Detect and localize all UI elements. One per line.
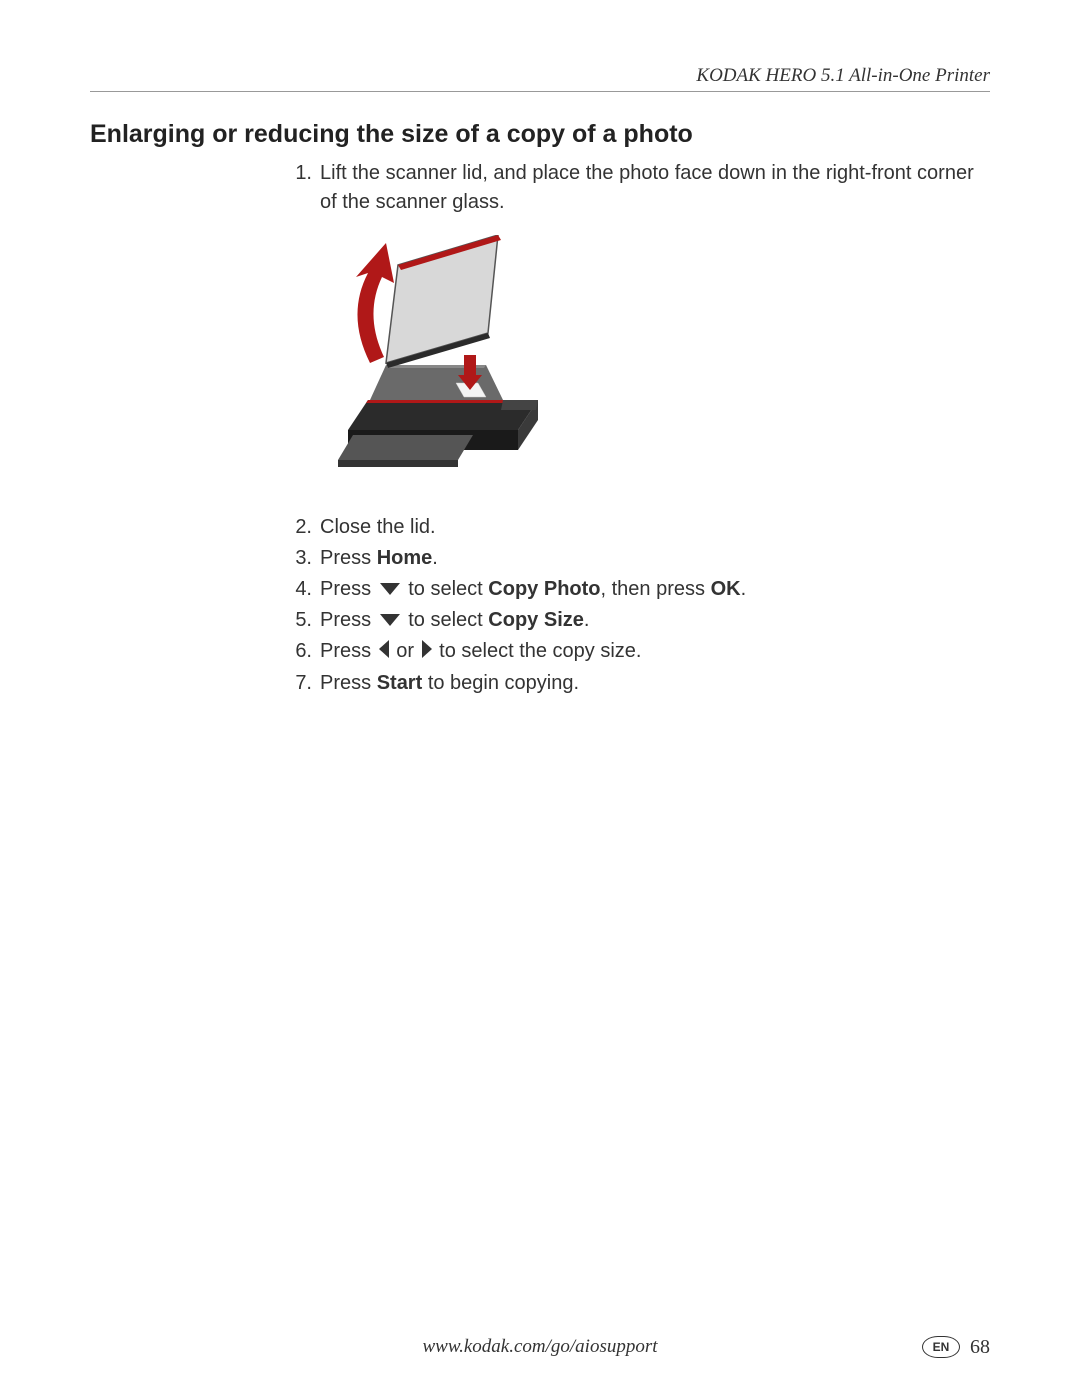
step-text: Press Start to begin copying. — [320, 669, 990, 698]
step-text: Press to select Copy Size. — [320, 606, 990, 635]
step-num: 4. — [290, 575, 312, 604]
section-title: Enlarging or reducing the size of a copy… — [90, 120, 990, 149]
step-text: Press to select Copy Photo, then press O… — [320, 575, 990, 604]
steps-list: 1. Lift the scanner lid, and place the p… — [290, 159, 990, 698]
step-num: 7. — [290, 669, 312, 698]
step-num: 5. — [290, 606, 312, 635]
step-1: 1. Lift the scanner lid, and place the p… — [290, 159, 990, 217]
header-product: KODAK HERO 5.1 All-in-One Printer — [90, 65, 990, 92]
step-7: 7. Press Start to begin copying. — [290, 669, 990, 698]
step-6: 6. Press or to select the copy size. — [290, 637, 990, 666]
step-4: 4. Press to select Copy Photo, then pres… — [290, 575, 990, 604]
step-3: 3. Press Home. — [290, 544, 990, 573]
right-arrow-icon — [422, 638, 432, 667]
printer-illustration — [308, 235, 560, 495]
down-arrow-icon — [380, 575, 400, 604]
footer-page: EN 68 — [922, 1336, 990, 1359]
step-text: Lift the scanner lid, and place the phot… — [320, 159, 990, 217]
down-arrow-icon — [380, 606, 400, 635]
step-text: Press or to select the copy size. — [320, 637, 990, 666]
step-text: Press Home. — [320, 544, 990, 573]
step-text: Close the lid. — [320, 513, 990, 542]
step-num: 1. — [290, 159, 312, 217]
step-num: 3. — [290, 544, 312, 573]
left-arrow-icon — [379, 638, 389, 667]
lang-badge: EN — [922, 1336, 960, 1358]
footer-url: www.kodak.com/go/aiosupport — [422, 1336, 657, 1358]
page-number: 68 — [970, 1336, 990, 1359]
step-num: 6. — [290, 637, 312, 666]
step-num: 2. — [290, 513, 312, 542]
step-5: 5. Press to select Copy Size. — [290, 606, 990, 635]
step-2: 2. Close the lid. — [290, 513, 990, 542]
